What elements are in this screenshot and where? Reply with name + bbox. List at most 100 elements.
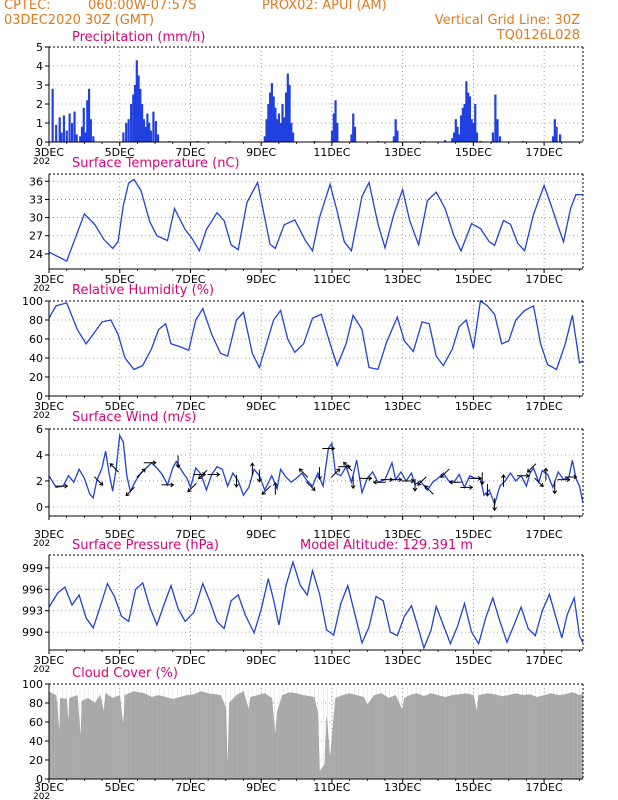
wind-arrow bbox=[564, 474, 578, 480]
precip-bar bbox=[73, 111, 76, 142]
x-tick-label: 15DEC bbox=[455, 400, 492, 413]
panel-temp: 24 27 30 33 36 3DEC 5DEC 7DEC 9DEC 11DEC 13DEC 15DE… bbox=[29, 156, 584, 294]
wind-arrow-head bbox=[343, 461, 348, 466]
wind-arrow-head bbox=[347, 464, 352, 470]
wind-arrow bbox=[234, 474, 239, 488]
x-tick-label: 7DEC bbox=[175, 273, 205, 286]
precip-bar bbox=[84, 132, 87, 142]
wind-arrow bbox=[298, 468, 309, 478]
y-tick-label: 20 bbox=[29, 754, 43, 767]
precip-bar bbox=[553, 119, 556, 142]
panel-cloud: 0 20 40 60 80 100 3DEC 5DEC 7DEC 9DEC 11DEC 13DEC 15… bbox=[22, 666, 584, 800]
wind-arrow-shaft bbox=[424, 485, 434, 495]
wind-arrow bbox=[526, 463, 537, 473]
x-tick-label: 9DEC bbox=[246, 781, 276, 794]
wind-arrow-head bbox=[198, 475, 203, 480]
wind-arrow-shaft bbox=[109, 463, 119, 473]
precip-bar bbox=[332, 113, 335, 142]
wind-arrow bbox=[257, 469, 262, 483]
header-source: CPTEC: bbox=[4, 0, 51, 13]
wind-arrow-head bbox=[372, 479, 377, 485]
x-tick-label: 11DEC bbox=[313, 146, 350, 159]
y-tick-label: 990 bbox=[22, 626, 43, 639]
wind-arrow-head bbox=[526, 468, 532, 473]
wind-arrow bbox=[417, 476, 427, 486]
x-tick-label: 9DEC bbox=[246, 654, 276, 667]
y-tick-label: 60 bbox=[29, 333, 43, 346]
precip-bar bbox=[122, 132, 125, 142]
pres-line bbox=[48, 559, 584, 650]
x-tick-label: 7DEC bbox=[175, 781, 205, 794]
precip-bar bbox=[92, 136, 95, 142]
y-tick-label: 0 bbox=[36, 390, 43, 403]
precip-bar bbox=[472, 123, 475, 142]
precip-bar bbox=[55, 124, 58, 142]
wind-arrow-head bbox=[424, 485, 429, 490]
wind-arrow bbox=[557, 477, 571, 483]
wind-arrow bbox=[534, 477, 544, 488]
x-tick-label: 15DEC bbox=[455, 528, 492, 541]
x-tick-label: 13DEC bbox=[384, 400, 421, 413]
precip-bar bbox=[75, 134, 78, 142]
wind-arrow bbox=[412, 478, 418, 492]
wind-arrow-shaft bbox=[299, 468, 309, 478]
wind-arrow-head bbox=[440, 473, 445, 478]
precip-bar bbox=[498, 136, 502, 142]
wind-arrow bbox=[207, 472, 221, 477]
x-tick-label: 11DEC bbox=[313, 781, 350, 794]
precip-bar bbox=[86, 100, 89, 142]
wind-arrow-head bbox=[170, 482, 175, 488]
wind-arrow-head bbox=[261, 490, 266, 495]
panel-title: Cloud Cover (%) bbox=[72, 666, 178, 681]
wind-arrow-head bbox=[398, 477, 403, 483]
precip-bar bbox=[149, 130, 153, 142]
precip-bar bbox=[148, 123, 151, 142]
precip-bar bbox=[459, 115, 463, 142]
precip-bar bbox=[394, 119, 397, 142]
wind-arrow-shaft bbox=[306, 481, 316, 491]
wind-arrow bbox=[492, 498, 497, 512]
wind-arrow bbox=[389, 477, 403, 483]
x-tick-label: 7DEC bbox=[175, 400, 205, 413]
wind-arrow-head bbox=[175, 464, 181, 469]
wind-arrow-shaft bbox=[125, 486, 135, 496]
y-tick-label: 30 bbox=[29, 212, 43, 225]
wind-arrow bbox=[198, 469, 208, 480]
x-tick-label: 15DEC bbox=[455, 654, 492, 667]
x-year-label: 202 bbox=[33, 792, 50, 800]
y-tick-label: 0 bbox=[36, 501, 43, 514]
precip-bar bbox=[80, 126, 84, 142]
wind-arrow bbox=[249, 462, 255, 476]
y-tick-label: 0 bbox=[36, 773, 43, 786]
x-tick-label: 11DEC bbox=[313, 400, 350, 413]
wind-arrow-head bbox=[336, 468, 341, 473]
wind-arrow bbox=[424, 485, 434, 495]
wind-arrow-shaft bbox=[198, 469, 208, 480]
wind-arrow-shaft bbox=[93, 476, 104, 486]
precip-bar bbox=[279, 123, 282, 142]
wind-arrow-head bbox=[64, 483, 69, 489]
wind-arrow-shaft bbox=[330, 468, 341, 478]
precip-bar bbox=[137, 75, 140, 142]
precip-bar bbox=[65, 130, 68, 142]
precip-bar bbox=[491, 132, 495, 142]
wind-arrow-head bbox=[485, 492, 490, 497]
wind-arrow-head bbox=[350, 485, 356, 490]
wind-arrow-head bbox=[543, 467, 549, 472]
precip-bar bbox=[452, 132, 456, 142]
cloud-area bbox=[48, 691, 584, 780]
y-tick-label: 60 bbox=[29, 716, 43, 729]
wind-arrow-head bbox=[257, 478, 262, 483]
rh-line bbox=[48, 299, 584, 371]
precip-bar bbox=[68, 113, 71, 142]
y-tick-label: 24 bbox=[29, 248, 43, 261]
y-tick-label: 20 bbox=[29, 371, 43, 384]
wind-arrow bbox=[55, 483, 69, 489]
wind-arrow bbox=[261, 485, 272, 495]
wind-arrow bbox=[143, 460, 157, 466]
wind-arrow-head bbox=[141, 468, 146, 473]
panel-pres: 990 993 996 999 3DEC 5DEC 7DEC 9DEC 11DEC 13DEC 15… bbox=[22, 538, 584, 675]
wind-arrow-head bbox=[331, 446, 336, 451]
y-tick-label: 2 bbox=[36, 475, 43, 488]
